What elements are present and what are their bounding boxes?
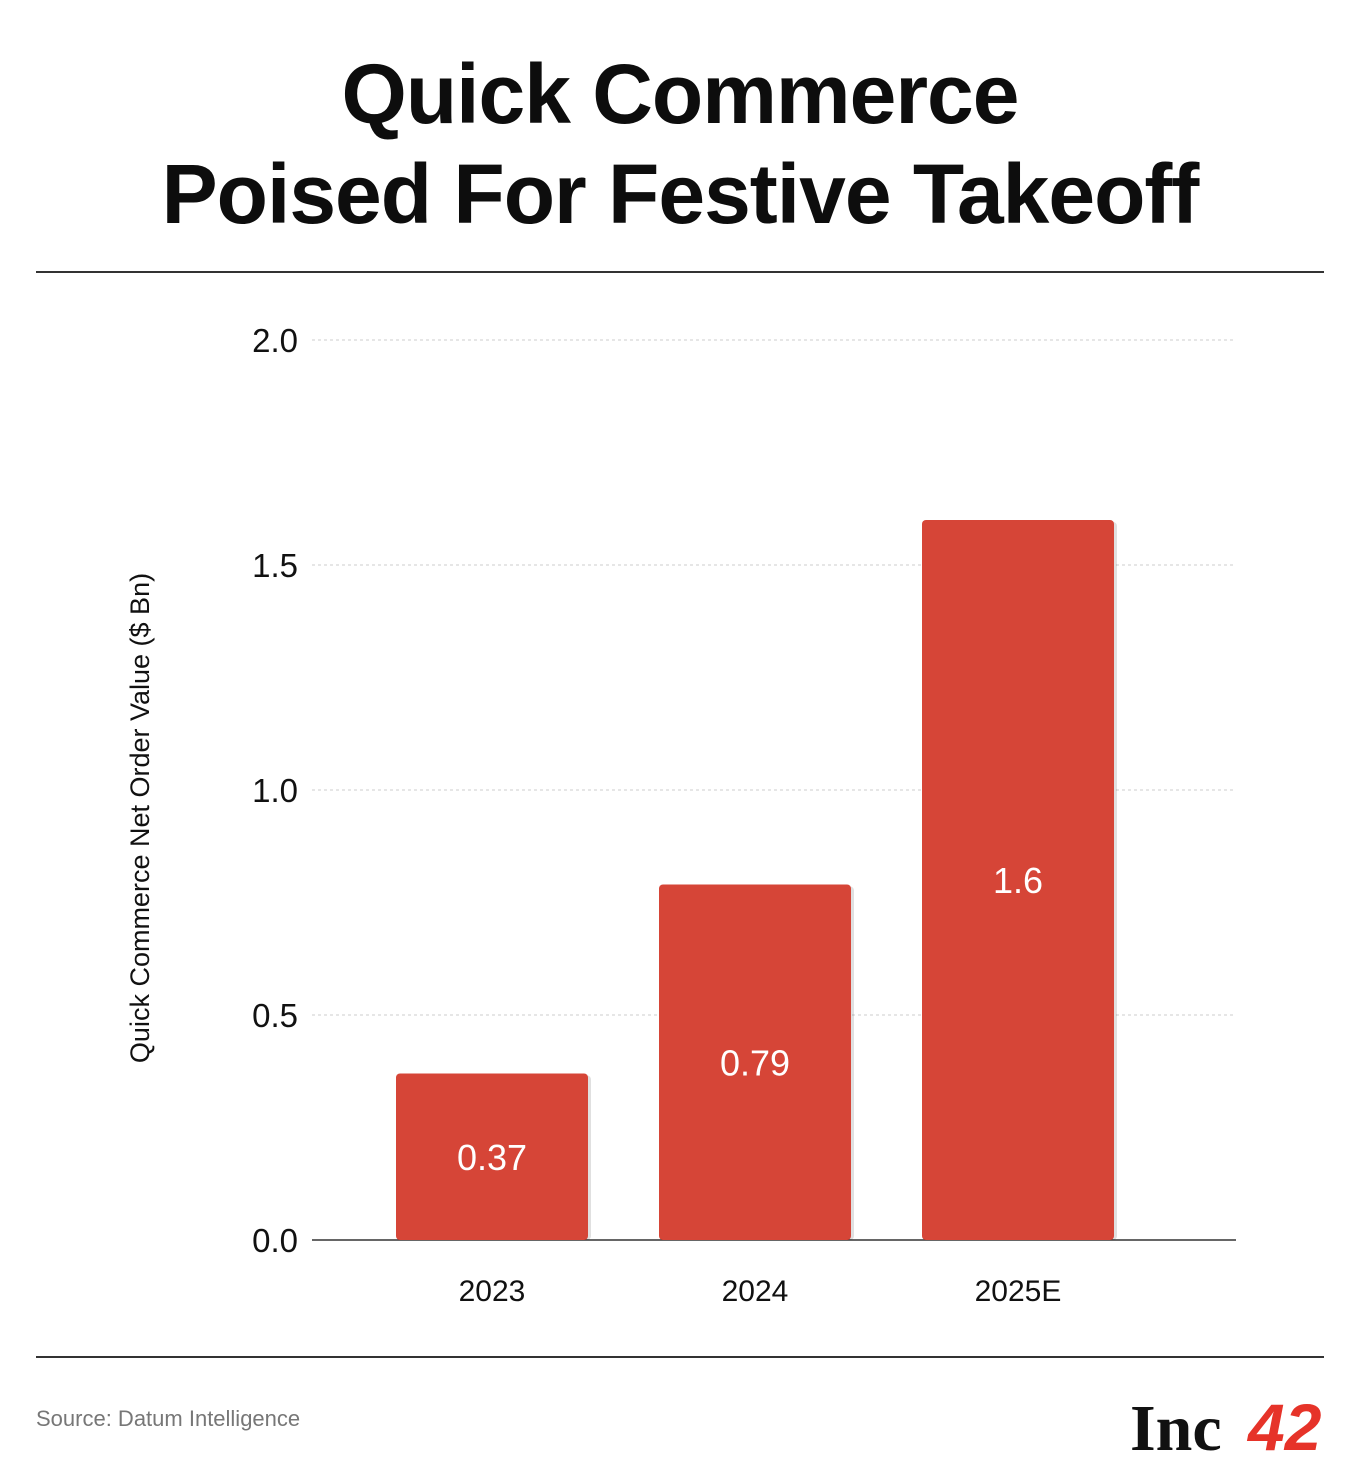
chart-title: Quick Commerce Poised For Festive Takeof…: [0, 44, 1360, 244]
inc42-logo: Inc 42: [1130, 1390, 1322, 1460]
bar-2025E: [922, 520, 1114, 1240]
data-label: 1.6: [993, 860, 1043, 901]
title-line-1: Quick Commerce: [341, 47, 1020, 141]
source-note: Source: Datum Intelligence: [36, 1406, 301, 1431]
top-divider: [36, 271, 1324, 273]
bar-2023: [396, 1073, 588, 1240]
x-tick-label: 2023: [459, 1275, 526, 1308]
x-tick-label: 2025E: [975, 1275, 1062, 1308]
title-line-2: Poised For Festive Takeoff: [161, 147, 1200, 241]
x-tick-label: 2024: [722, 1275, 789, 1308]
y-axis-title: Quick Commerce Net Order Value ($ Bn): [125, 573, 155, 1063]
logo-text-inc: Inc: [1130, 1392, 1222, 1460]
bottom-divider: [36, 1356, 1324, 1358]
data-label: 0.79: [720, 1042, 790, 1083]
y-tick-label: 0.5: [252, 997, 298, 1034]
y-tick-label: 2.0: [252, 322, 298, 359]
logo-text-42: 42: [1246, 1390, 1322, 1460]
y-tick-label: 1.5: [252, 547, 298, 584]
data-label: 0.37: [457, 1137, 527, 1178]
y-tick-label: 1.0: [252, 772, 298, 809]
y-tick-label: 0.0: [252, 1222, 298, 1259]
bar-2024: [659, 884, 851, 1240]
